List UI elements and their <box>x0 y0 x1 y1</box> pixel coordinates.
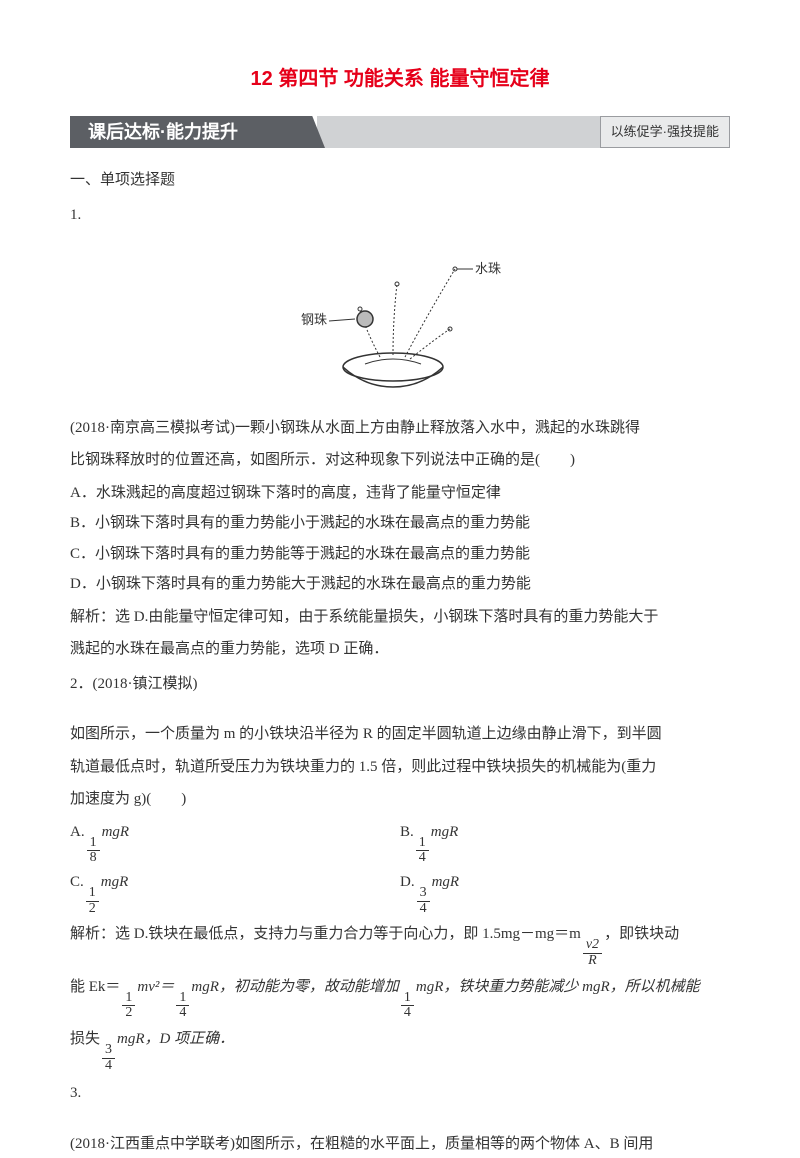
q2-stem-line2: 轨道最低点时，轨道所受压力为铁块重力的 1.5 倍，则此过程中铁块损失的机械能为… <box>70 753 730 782</box>
q1-option-d: D．小钢珠下落时具有的重力势能大于溅起的水珠在最高点的重力势能 <box>70 570 730 599</box>
q2-option-d: D.34mgR <box>400 868 730 916</box>
q2-option-b: B.14mgR <box>400 818 730 866</box>
fig-label-water: 水珠 <box>475 261 501 276</box>
banner-left-label: 课后达标·能力提升 <box>70 116 325 148</box>
q2-number: 2．(2018·镇江模拟) <box>70 670 730 699</box>
q1-answer-line2: 溅起的水珠在最高点的重力势能，选项 D 正确． <box>70 635 730 664</box>
fig-label-steel: 钢珠 <box>301 312 327 327</box>
q1-number: 1. <box>70 201 730 230</box>
section-banner: 课后达标·能力提升 以练促学·强技提能 <box>70 116 730 148</box>
banner-mid <box>317 116 600 148</box>
q2-stem-line1: 如图所示，一个质量为 m 的小铁块沿半径为 R 的固定半圆轨道上边缘由静止滑下，… <box>70 720 730 749</box>
q2-options-row2: C.12mgR D.34mgR <box>70 868 730 916</box>
page-title: 12 第四节 功能关系 能量守恒定律 <box>70 60 730 98</box>
spacer <box>70 1110 730 1126</box>
q1-stem-line1: (2018·南京高三模拟考试)一颗小钢珠从水面上方由静止释放落入水中，溅起的水珠… <box>70 414 730 443</box>
q1-option-a: A．水珠溅起的高度超过钢珠下落时的高度，违背了能量守恒定律 <box>70 479 730 508</box>
q1-answer-line1: 解析：选 D.由能量守恒定律可知，由于系统能量损失，小钢珠下落时具有的重力势能大… <box>70 603 730 632</box>
q1-option-c: C．小钢珠下落时具有的重力势能等于溅起的水珠在最高点的重力势能 <box>70 540 730 569</box>
q2-answer-line3: 损失34mgR，D 项正确． <box>70 1025 730 1073</box>
q2-option-c: C.12mgR <box>70 868 400 916</box>
q2-answer-line1: 解析：选 D.铁块在最低点，支持力与重力合力等于向心力，即 1.5mg－mg＝m… <box>70 920 730 968</box>
q3-number: 3. <box>70 1079 730 1108</box>
section-heading: 一、单项选择题 <box>70 166 730 195</box>
q1-stem-line2: 比钢珠释放时的位置还高，如图所示．对这种现象下列说法中正确的是( ) <box>70 446 730 475</box>
q3-stem-line1: (2018·江西重点中学联考)如图所示，在粗糙的水平面上，质量相等的两个物体 A… <box>70 1130 730 1158</box>
q2-stem-line3: 加速度为 g)( ) <box>70 785 730 814</box>
spacer <box>70 700 730 716</box>
banner-right-label: 以练促学·强技提能 <box>600 116 730 148</box>
q1-figure: 水珠 钢珠 <box>70 239 730 400</box>
q2-option-a: A.18mgR <box>70 818 400 866</box>
q1-option-b: B．小钢珠下落时具有的重力势能小于溅起的水珠在最高点的重力势能 <box>70 509 730 538</box>
q2-answer-line2: 能 Ek＝12mv²＝14mgR，初动能为零，故动能增加14mgR，铁块重力势能… <box>70 973 730 1021</box>
q2-options-row1: A.18mgR B.14mgR <box>70 818 730 866</box>
